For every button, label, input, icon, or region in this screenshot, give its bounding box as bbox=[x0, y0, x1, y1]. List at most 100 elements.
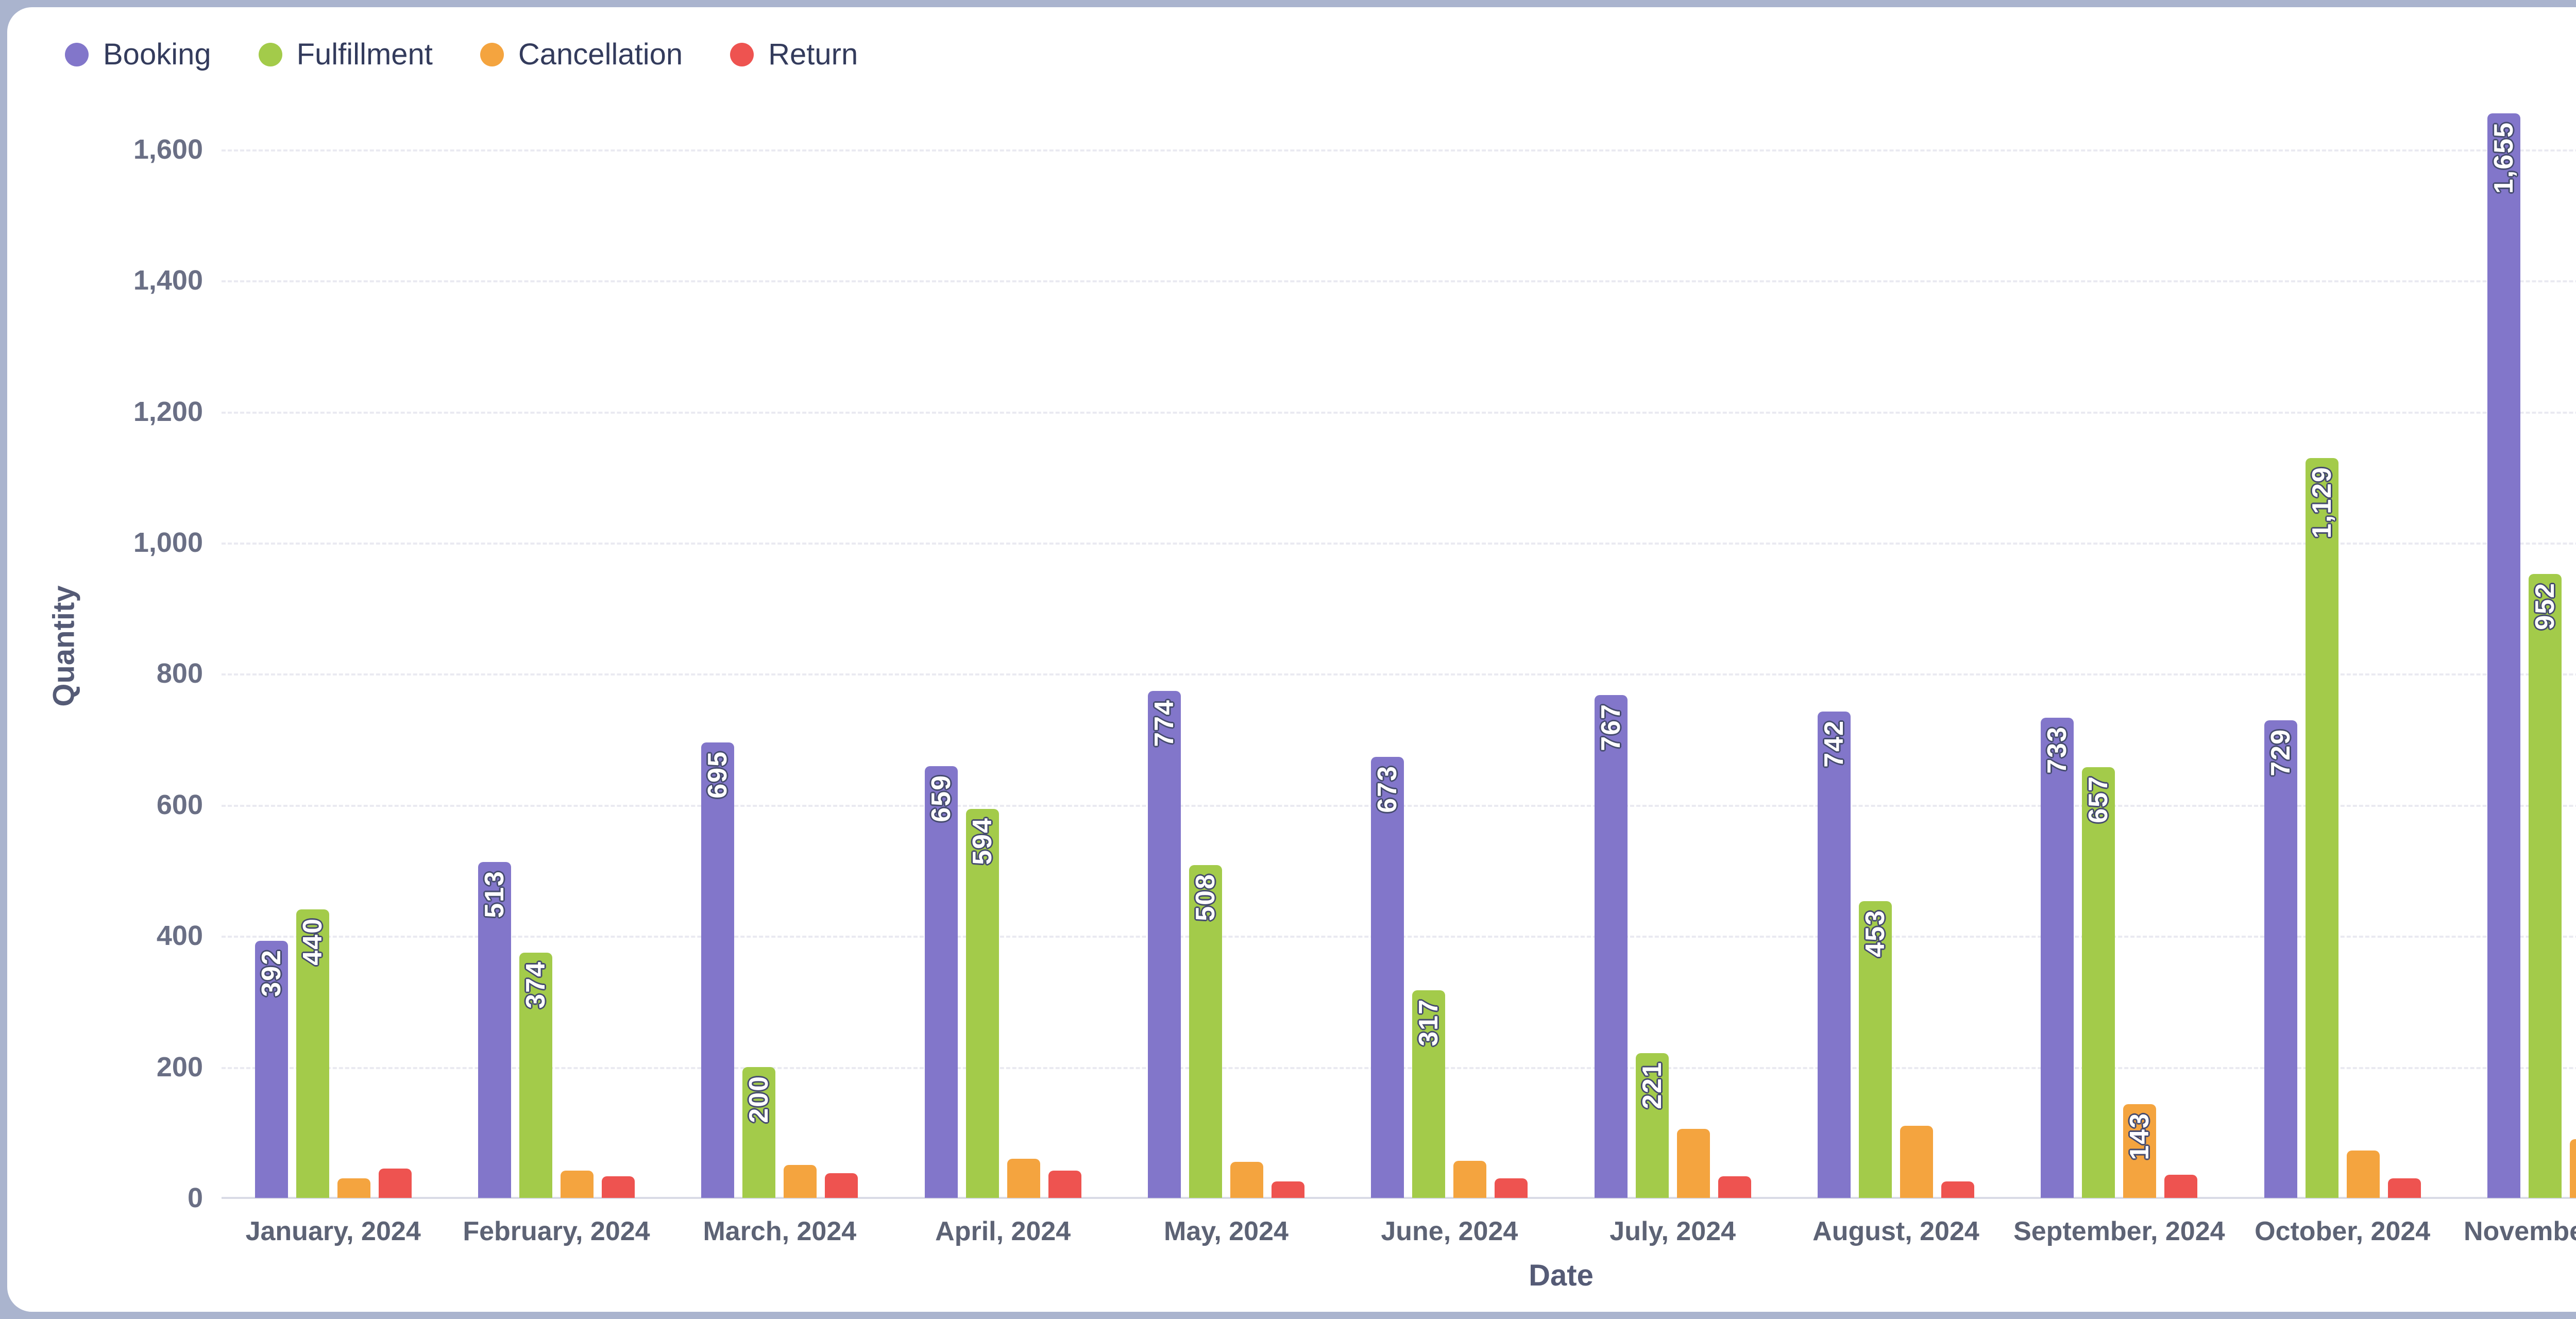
legend-item-booking[interactable]: Booking bbox=[65, 37, 211, 72]
bar-booking[interactable]: 774 bbox=[1147, 690, 1181, 1198]
bar-cancellation[interactable] bbox=[784, 1165, 817, 1198]
x-tick-label: November, 2024 bbox=[2463, 1216, 2576, 1246]
bar-fulfillment[interactable]: 440 bbox=[296, 909, 329, 1198]
bar-cancellation[interactable] bbox=[1007, 1158, 1040, 1198]
bar-value-label: 453 bbox=[1860, 909, 1890, 957]
y-tick-label: 1,000 bbox=[133, 527, 203, 559]
bar-fulfillment[interactable]: 200 bbox=[742, 1067, 776, 1198]
bar-return[interactable] bbox=[2387, 1178, 2421, 1198]
bar-group: 774 508 bbox=[1114, 113, 1337, 1198]
bar-fulfillment[interactable]: 221 bbox=[1635, 1053, 1669, 1198]
bar-booking[interactable]: 695 bbox=[701, 742, 735, 1198]
y-tick-label: 600 bbox=[156, 789, 203, 820]
bar-group: 392 440 bbox=[222, 113, 445, 1198]
bar-value-label: 221 bbox=[1637, 1061, 1667, 1109]
bar-value-label: 317 bbox=[1414, 998, 1444, 1046]
legend-dot-booking bbox=[65, 42, 89, 66]
bar-value-label: 508 bbox=[1190, 873, 1221, 921]
y-tick-label: 200 bbox=[156, 1051, 203, 1083]
legend-dot-return bbox=[730, 42, 754, 66]
bar-group: 513 374 bbox=[445, 113, 668, 1198]
bar-group: 733 657 143 bbox=[2008, 113, 2231, 1198]
bar-return[interactable] bbox=[1718, 1176, 1751, 1198]
bar-booking[interactable]: 673 bbox=[1371, 757, 1404, 1198]
plot-area: 392 440 513 374 695 200 659 594 774 508 673 317 767 2… bbox=[222, 113, 2576, 1199]
x-tick-label: May, 2024 bbox=[1164, 1216, 1289, 1246]
y-tick-label: 1,200 bbox=[133, 396, 203, 427]
bar-return[interactable] bbox=[2164, 1175, 2198, 1198]
x-tick-label: February, 2024 bbox=[463, 1216, 650, 1246]
bar-return[interactable] bbox=[601, 1176, 635, 1198]
bar-booking[interactable]: 659 bbox=[924, 766, 958, 1198]
bar-value-label: 659 bbox=[926, 774, 956, 822]
bar-cancellation[interactable] bbox=[337, 1178, 370, 1198]
bar-cancellation[interactable] bbox=[560, 1170, 594, 1198]
bar-group: 767 221 bbox=[1561, 113, 1784, 1198]
y-tick-label: 800 bbox=[156, 658, 203, 689]
bar-booking[interactable]: 513 bbox=[478, 861, 511, 1198]
bar-cancellation[interactable] bbox=[1453, 1160, 1487, 1198]
bar-value-label: 1,655 bbox=[2488, 122, 2519, 194]
y-tick-label: 400 bbox=[156, 920, 203, 952]
bar-fulfillment[interactable]: 508 bbox=[1189, 865, 1222, 1198]
bar-fulfillment[interactable]: 317 bbox=[1412, 990, 1446, 1198]
legend: Booking Fulfillment Cancellation Return bbox=[65, 37, 858, 72]
legend-item-fulfillment[interactable]: Fulfillment bbox=[258, 37, 433, 72]
bar-group: 659 594 bbox=[891, 113, 1114, 1198]
legend-label-booking: Booking bbox=[103, 38, 211, 71]
bar-value-label: 1,129 bbox=[2307, 466, 2337, 539]
y-tick-label: 1,400 bbox=[133, 265, 203, 296]
bar-cancellation[interactable] bbox=[2346, 1151, 2380, 1198]
bar-booking[interactable]: 733 bbox=[2041, 717, 2074, 1198]
bar-value-label: 374 bbox=[520, 961, 551, 1009]
bar-value-label: 513 bbox=[479, 870, 510, 918]
x-axis-title: Date bbox=[1529, 1259, 1594, 1292]
bar-return[interactable] bbox=[1495, 1178, 1528, 1198]
bar-booking[interactable]: 742 bbox=[1817, 712, 1851, 1198]
gridline bbox=[222, 280, 2576, 283]
bar-group: 742 453 bbox=[1784, 113, 2007, 1198]
bar-group: 729 1,129 bbox=[2231, 113, 2454, 1198]
bar-fulfillment[interactable]: 594 bbox=[965, 808, 999, 1198]
gridline bbox=[222, 673, 2576, 676]
x-tick-label: September, 2024 bbox=[2013, 1216, 2225, 1246]
bar-return[interactable] bbox=[1048, 1170, 1081, 1198]
bar-cancellation[interactable] bbox=[1900, 1126, 1933, 1198]
y-tick-label: 1,600 bbox=[133, 133, 203, 165]
x-tick-label: January, 2024 bbox=[245, 1216, 421, 1246]
bar-fulfillment[interactable]: 1,129 bbox=[2305, 458, 2338, 1198]
bar-fulfillment[interactable]: 657 bbox=[2082, 767, 2115, 1198]
bar-cancellation[interactable] bbox=[2569, 1139, 2576, 1198]
bar-group: 673 317 bbox=[1338, 113, 1561, 1198]
x-tick-label: April, 2024 bbox=[935, 1216, 1071, 1246]
bar-return[interactable] bbox=[825, 1173, 858, 1198]
x-tick-label: June, 2024 bbox=[1381, 1216, 1518, 1246]
bar-group: 695 200 bbox=[668, 113, 891, 1198]
legend-item-return[interactable]: Return bbox=[730, 37, 858, 72]
bar-value-label: 952 bbox=[2530, 582, 2560, 630]
bar-fulfillment[interactable]: 453 bbox=[1858, 901, 1892, 1198]
legend-item-cancellation[interactable]: Cancellation bbox=[480, 37, 683, 72]
legend-label-fulfillment: Fulfillment bbox=[296, 38, 433, 71]
bar-booking[interactable]: 729 bbox=[2264, 720, 2297, 1198]
x-tick-label: October, 2024 bbox=[2255, 1216, 2431, 1246]
x-tick-label: August, 2024 bbox=[1812, 1216, 1979, 1246]
bar-value-label: 143 bbox=[2125, 1112, 2155, 1160]
bar-return[interactable] bbox=[1941, 1181, 1974, 1198]
bar-value-label: 594 bbox=[967, 817, 997, 865]
bar-booking[interactable]: 767 bbox=[1594, 695, 1628, 1198]
bar-return[interactable] bbox=[1271, 1181, 1304, 1198]
x-axis-line bbox=[222, 1197, 2576, 1199]
bar-value-label: 200 bbox=[744, 1075, 774, 1123]
bar-fulfillment[interactable]: 952 bbox=[2528, 574, 2562, 1198]
bar-fulfillment[interactable]: 374 bbox=[519, 953, 552, 1198]
gridline bbox=[222, 543, 2576, 545]
bar-return[interactable] bbox=[378, 1168, 412, 1198]
bar-value-label: 729 bbox=[2265, 728, 2296, 776]
bar-booking[interactable]: 392 bbox=[255, 941, 288, 1198]
y-axis-ticks: 0 200 400 600 800 1,000 1,200 1,400 1,600 bbox=[7, 113, 203, 1212]
bar-cancellation[interactable] bbox=[1230, 1162, 1263, 1198]
bar-cancellation[interactable]: 143 bbox=[2123, 1104, 2157, 1198]
bar-booking[interactable]: 1,655 bbox=[2487, 113, 2520, 1198]
bar-cancellation[interactable] bbox=[1676, 1129, 1710, 1198]
